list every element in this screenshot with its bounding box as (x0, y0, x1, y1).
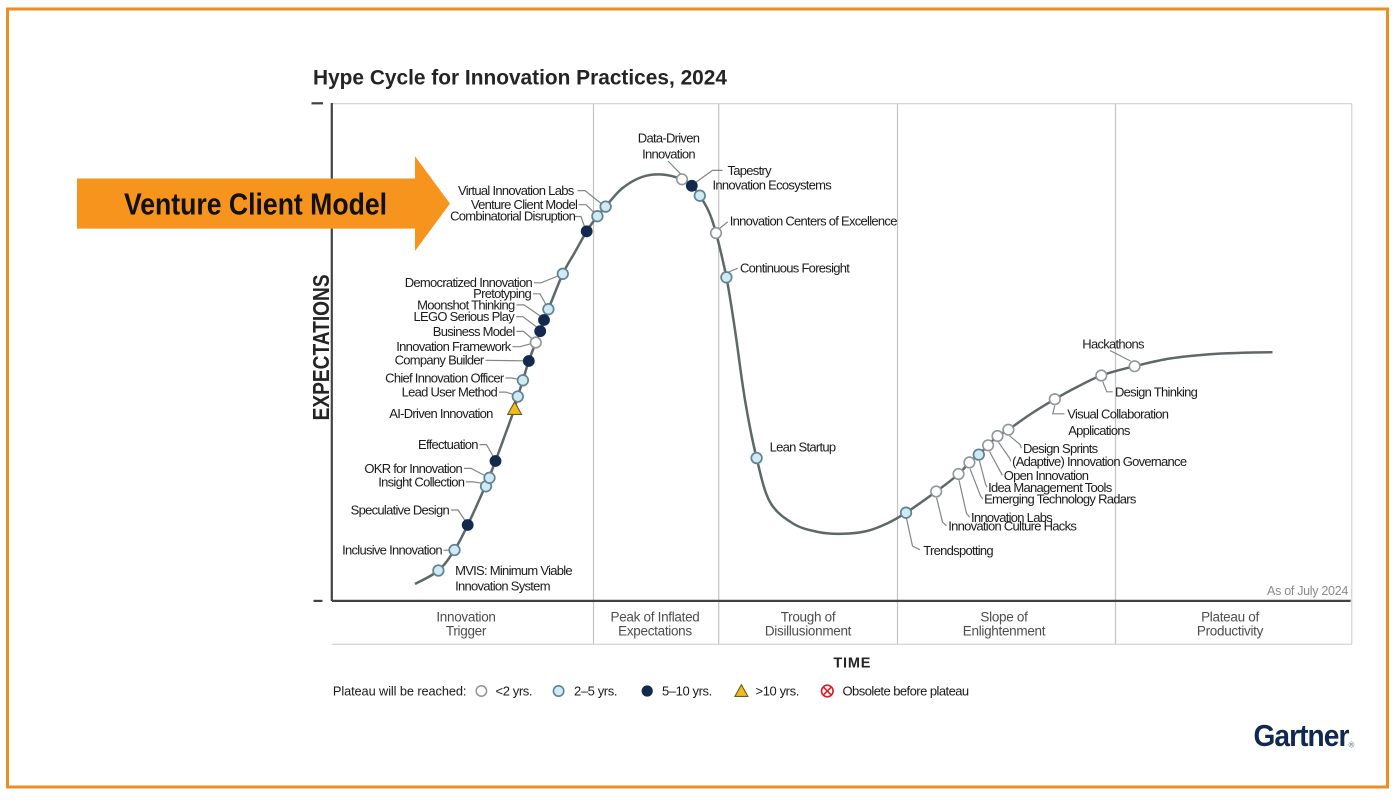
svg-text:EXPECTATIONS: EXPECTATIONS (308, 274, 334, 420)
svg-text:5–10 yrs.: 5–10 yrs. (662, 684, 712, 699)
svg-text:Emerging Technology Radars: Emerging Technology Radars (984, 492, 1137, 507)
svg-text:>10 yrs.: >10 yrs. (756, 684, 799, 699)
svg-text:Enlightenment: Enlightenment (963, 623, 1046, 638)
svg-text:Plateau will be reached:: Plateau will be reached: (333, 684, 466, 699)
svg-text:Design Sprints: Design Sprints (1023, 441, 1099, 456)
svg-text:Data-Driven: Data-Driven (638, 131, 700, 146)
svg-text:<2 yrs.: <2 yrs. (496, 684, 533, 699)
svg-text:®: ® (1349, 741, 1355, 750)
svg-text:Innovation Ecosystems: Innovation Ecosystems (713, 178, 833, 193)
svg-text:Hype Cycle for Innovation Prac: Hype Cycle for Innovation Practices, 202… (313, 66, 727, 90)
svg-text:Peak of Inflated: Peak of Inflated (610, 609, 699, 624)
svg-text:Innovation Centers of Excellen: Innovation Centers of Excellence (730, 214, 898, 229)
svg-text:Lean Startup: Lean Startup (770, 440, 836, 455)
svg-text:Effectuation: Effectuation (418, 437, 478, 452)
svg-text:Idea Management Tools: Idea Management Tools (988, 480, 1113, 495)
svg-text:Trough of: Trough of (781, 609, 836, 624)
svg-text:Innovation Framework: Innovation Framework (396, 339, 511, 354)
svg-text:AI-Driven Innovation: AI-Driven Innovation (389, 406, 493, 421)
svg-text:Visual Collaboration: Visual Collaboration (1067, 407, 1168, 422)
svg-text:Speculative Design: Speculative Design (351, 502, 450, 517)
svg-text:Moonshot Thinking: Moonshot Thinking (417, 297, 515, 312)
svg-text:Gartner: Gartner (1254, 719, 1350, 753)
svg-text:As of July 2024: As of July 2024 (1267, 584, 1348, 598)
svg-text:MVIS: Minimum Viable: MVIS: Minimum Viable (455, 563, 572, 578)
svg-text:Venture Client Model: Venture Client Model (124, 188, 387, 222)
svg-text:Inclusive Innovation: Inclusive Innovation (342, 543, 442, 558)
svg-text:Hackathons: Hackathons (1082, 336, 1145, 351)
svg-text:Virtual Innovation Labs: Virtual Innovation Labs (458, 183, 575, 198)
svg-text:Plateau of: Plateau of (1201, 609, 1259, 624)
svg-text:Trigger: Trigger (446, 623, 487, 638)
svg-text:Expectations: Expectations (618, 623, 692, 638)
svg-text:Continuous Foresight: Continuous Foresight (740, 260, 850, 275)
svg-text:(Adaptive) Innovation Governan: (Adaptive) Innovation Governance (1012, 454, 1187, 469)
svg-text:Tapestry: Tapestry (728, 163, 773, 178)
svg-text:Innovation: Innovation (436, 609, 495, 624)
svg-text:Business Model: Business Model (433, 324, 516, 339)
svg-text:Innovation: Innovation (642, 147, 695, 162)
svg-text:Slope of: Slope of (980, 609, 1028, 624)
svg-text:TIME: TIME (833, 655, 871, 671)
svg-text:Design Thinking: Design Thinking (1115, 385, 1198, 400)
svg-text:Venture Client Model: Venture Client Model (471, 197, 578, 212)
svg-text:Insight Collection: Insight Collection (378, 474, 465, 489)
svg-text:Disillusionment: Disillusionment (765, 623, 852, 638)
svg-text:Innovation System: Innovation System (455, 579, 550, 594)
svg-text:2–5 yrs.: 2–5 yrs. (574, 684, 617, 699)
svg-text:LEGO Serious Play: LEGO Serious Play (414, 309, 516, 324)
svg-text:Combinatorial Disruption: Combinatorial Disruption (450, 209, 576, 224)
svg-text:Applications: Applications (1068, 423, 1131, 438)
svg-text:OKR for Innovation: OKR for Innovation (364, 461, 462, 476)
svg-text:Chief Innovation Officer: Chief Innovation Officer (385, 370, 505, 385)
svg-text:Pretotyping: Pretotyping (473, 286, 531, 301)
svg-text:Democratized Innovation: Democratized Innovation (405, 275, 533, 290)
svg-text:Open Innovation: Open Innovation (1004, 468, 1089, 483)
svg-text:Trendspotting: Trendspotting (923, 543, 993, 558)
svg-text:Innovation Culture Hacks: Innovation Culture Hacks (948, 519, 1077, 534)
svg-text:Innovation Labs: Innovation Labs (971, 510, 1053, 525)
svg-text:Company Builder: Company Builder (395, 352, 485, 367)
svg-text:Obsolete before plateau: Obsolete before plateau (843, 684, 969, 699)
svg-text:Productivity: Productivity (1197, 623, 1264, 638)
svg-text:Lead User Method: Lead User Method (402, 385, 498, 400)
